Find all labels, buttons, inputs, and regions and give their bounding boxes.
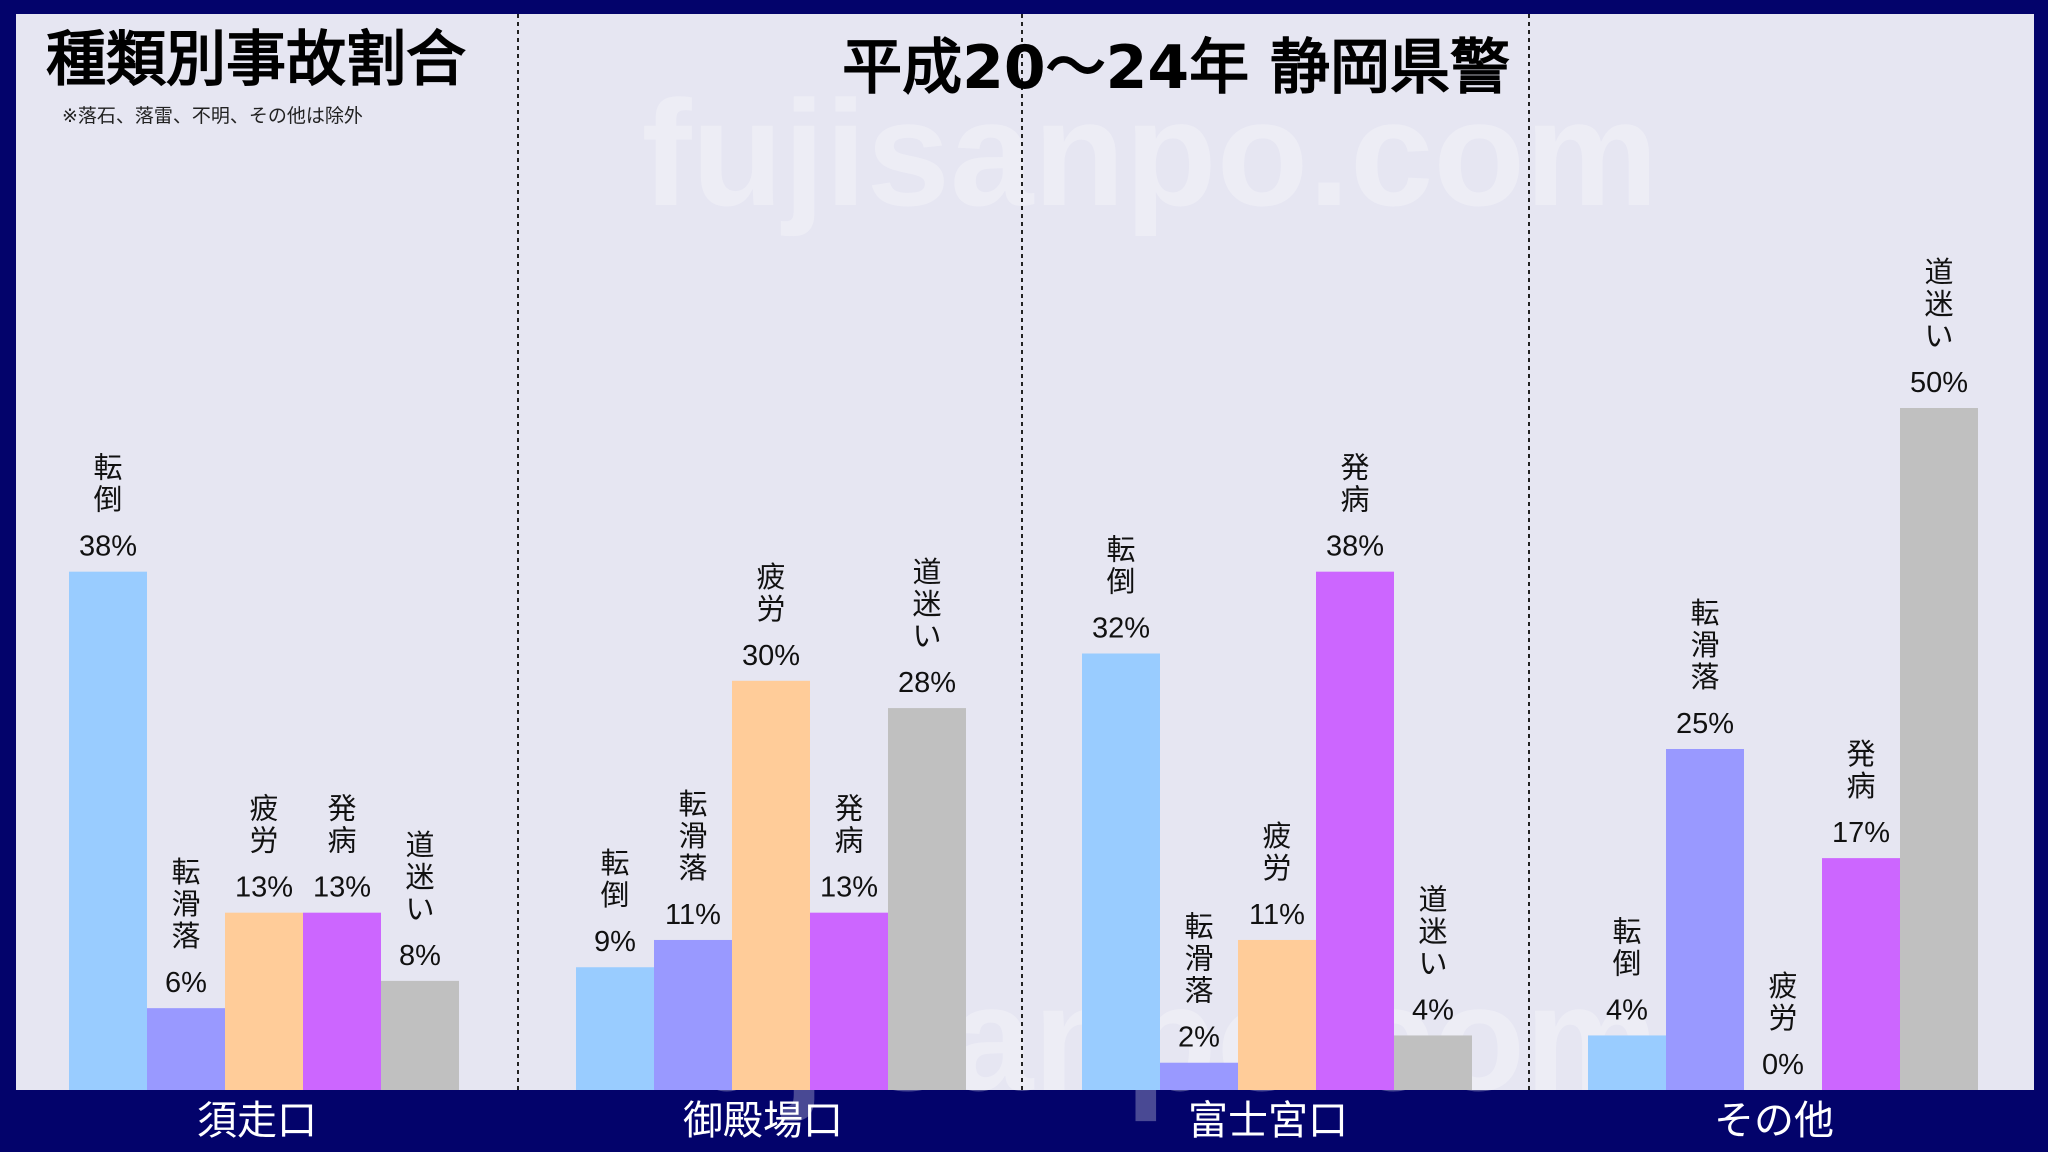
bar-g2-s2 <box>654 939 732 1090</box>
value-label-g1-s1: 38% <box>79 531 137 563</box>
value-label-g1-s4: 13% <box>313 872 371 904</box>
series-label-g2-s1: 転倒 <box>600 846 629 912</box>
series-label-g4-s5: 道迷い <box>1924 255 1953 353</box>
value-label-g2-s1: 9% <box>594 926 636 958</box>
series-label-g4-s4: 発病 <box>1846 737 1875 803</box>
series-label-g2-s4: 発病 <box>834 792 863 858</box>
value-label-g4-s3: 0% <box>1762 1049 1804 1081</box>
value-label-g4-s4: 17% <box>1832 817 1890 849</box>
series-label-g4-s3: 疲労 <box>1768 969 1797 1035</box>
series-label-g2-s3: 疲労 <box>756 560 785 626</box>
bar-g4-s4 <box>1822 858 1900 1090</box>
series-label-g3-s2: 転滑落 <box>1184 910 1213 1008</box>
value-label-g3-s3: 11% <box>1249 899 1305 931</box>
bar-g1-s4 <box>303 912 381 1090</box>
category-label-3: 富士宮口 <box>1188 1098 1348 1144</box>
value-label-g3-s5: 4% <box>1412 994 1454 1026</box>
series-label-g4-s2: 転滑落 <box>1690 596 1719 694</box>
bar-g2-s4 <box>810 912 888 1090</box>
exclusion-note: ※落石、落雷、不明、その他は除外 <box>62 105 363 127</box>
series-label-g1-s4: 発病 <box>327 792 356 858</box>
category-label-4: その他 <box>1714 1098 1834 1144</box>
series-label-g3-s3: 疲労 <box>1262 819 1291 885</box>
series-label-g3-s4: 発病 <box>1340 451 1369 517</box>
series-label-g2-s2: 転滑落 <box>678 787 707 885</box>
bar-g4-s1 <box>1588 1035 1666 1090</box>
bar-g2-s3 <box>732 680 810 1090</box>
bar-g3-s4 <box>1316 571 1394 1090</box>
bar-g4-s5 <box>1900 408 1978 1090</box>
value-label-g2-s5: 28% <box>898 667 956 699</box>
value-label-g2-s3: 30% <box>742 640 800 672</box>
series-label-g1-s1: 転倒 <box>93 451 122 517</box>
category-label-2: 御殿場口 <box>683 1098 843 1144</box>
group-dividers <box>517 14 1530 1090</box>
series-label-g4-s1: 転倒 <box>1612 914 1641 980</box>
value-label-g2-s4: 13% <box>820 872 878 904</box>
value-label-g3-s2: 2% <box>1178 1022 1220 1054</box>
series-label-g1-s2: 転滑落 <box>171 855 200 953</box>
bar-g1-s5 <box>381 980 459 1090</box>
value-label-g2-s2: 11% <box>665 899 721 931</box>
chart-title: 種類別事故割合 <box>46 25 466 95</box>
bar-g1-s1 <box>69 571 147 1090</box>
value-label-g1-s5: 8% <box>399 940 441 972</box>
bar-g3-s2 <box>1160 1062 1238 1090</box>
watermark-top: fujisanpo.com <box>642 69 1659 237</box>
value-label-g4-s2: 25% <box>1676 708 1734 740</box>
bar-g2-s5 <box>888 708 966 1090</box>
bar-g3-s3 <box>1238 939 1316 1090</box>
bar-g1-s3 <box>225 912 303 1090</box>
value-label-g4-s5: 50% <box>1910 367 1968 399</box>
value-label-g3-s4: 38% <box>1326 531 1384 563</box>
bar-g1-s2 <box>147 1008 225 1090</box>
series-label-g3-s1: 転倒 <box>1106 533 1135 599</box>
value-label-g1-s2: 6% <box>165 967 207 999</box>
group-labels: 須走口 御殿場口 富士宮口 その他 <box>197 1098 1834 1144</box>
series-label-g1-s5: 道迷い <box>405 828 434 926</box>
bars-layer: 38% 転倒 6% 転滑落 13% 疲労 13% 発病 8% 道迷い 9% 転倒 11% 転滑落 30% 疲労… <box>69 255 1978 1090</box>
bar-g3-s5 <box>1394 1035 1472 1090</box>
value-label-g3-s1: 32% <box>1092 613 1150 645</box>
category-label-1: 須走口 <box>197 1098 317 1144</box>
chart-subtitle: 平成20～24年 静岡県警 <box>842 33 1510 103</box>
value-label-g4-s1: 4% <box>1606 994 1648 1026</box>
series-label-g2-s5: 道迷い <box>912 555 941 653</box>
bar-g3-s1 <box>1082 653 1160 1090</box>
bar-g4-s2 <box>1666 749 1744 1090</box>
bar-g2-s1 <box>576 967 654 1090</box>
series-label-g1-s3: 疲労 <box>249 792 278 858</box>
series-label-g3-s5: 道迷い <box>1418 882 1447 980</box>
value-label-g1-s3: 13% <box>235 872 293 904</box>
